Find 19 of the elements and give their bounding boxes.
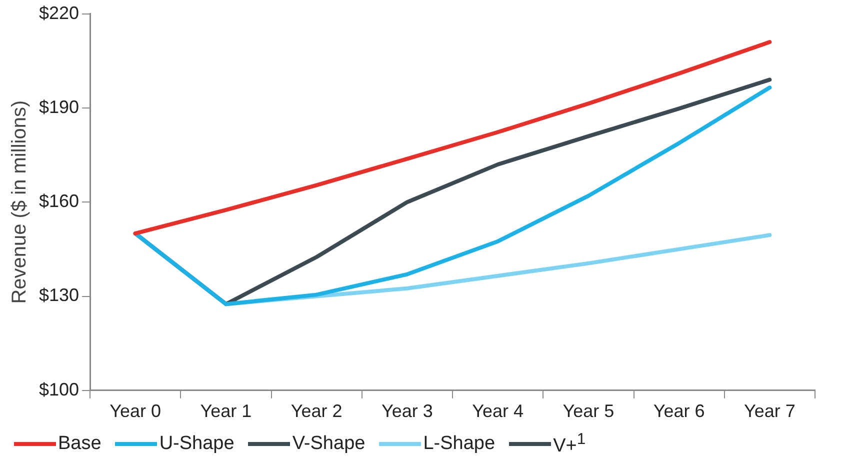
x-tick-label: Year 2 <box>290 401 342 422</box>
y-tick-label: $100 <box>38 379 80 400</box>
y-tick-label: $190 <box>38 96 80 117</box>
x-tick-label: Year 7 <box>744 401 796 422</box>
legend-label: V-Shape <box>292 433 366 455</box>
legend-label: Base <box>58 433 102 455</box>
x-tick-label: Year 1 <box>200 401 252 422</box>
y-tick-label: $130 <box>38 285 80 306</box>
x-tick-label: Year 4 <box>472 401 524 422</box>
x-tick-label: Year 6 <box>653 401 705 422</box>
y-axis-title: Revenue ($ in millions) <box>8 100 31 304</box>
y-tick-label: $160 <box>38 191 80 212</box>
x-tick-label: Year 5 <box>562 401 614 422</box>
x-tick-label: Year 0 <box>110 401 162 422</box>
legend-label: U-Shape <box>159 433 234 455</box>
y-tick-label: $220 <box>38 2 80 23</box>
legend-label: L-Shape <box>423 433 496 455</box>
x-tick-label: Year 3 <box>382 401 433 422</box>
legend-label: V+$^{1}$ <box>553 430 586 458</box>
